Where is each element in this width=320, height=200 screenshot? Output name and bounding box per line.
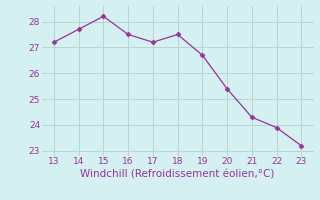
X-axis label: Windchill (Refroidissement éolien,°C): Windchill (Refroidissement éolien,°C) [80, 169, 275, 179]
